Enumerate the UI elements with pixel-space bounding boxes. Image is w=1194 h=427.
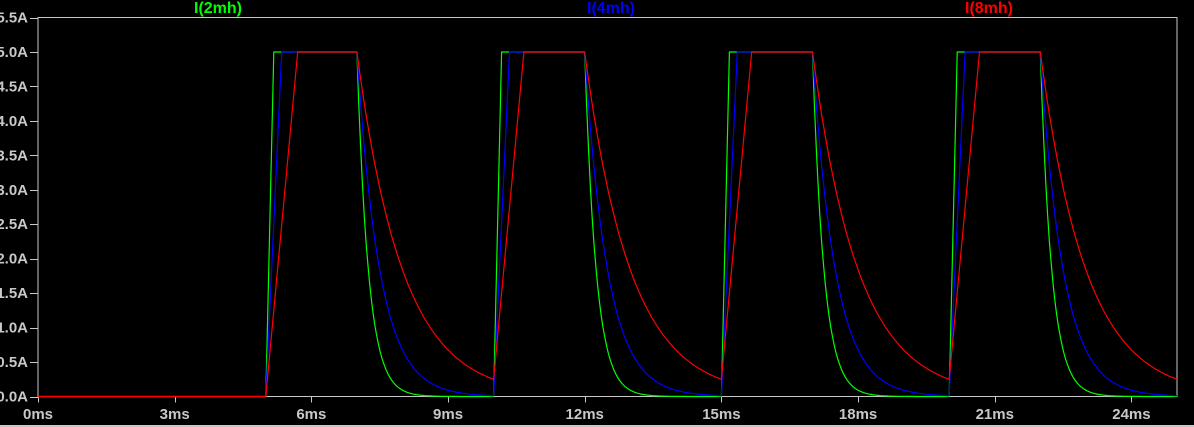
x-tick-label: 21ms [976, 406, 1014, 423]
y-tick-label: 1.5A [0, 285, 28, 302]
y-tick-label: 5.5A [0, 10, 28, 27]
x-tick-label: 6ms [296, 406, 326, 423]
y-tick-label: 5.0A [0, 44, 28, 61]
y-tick-label: 0.5A [0, 354, 28, 371]
legend-label-i-8mh[interactable]: I(8mh) [965, 0, 1013, 17]
x-tick-label: 9ms [433, 406, 463, 423]
x-tick-label: 0ms [23, 406, 53, 423]
x-tick-label: 18ms [839, 406, 877, 423]
trace-i-2mh-[interactable] [38, 51, 1177, 398]
x-tick-label: 3ms [160, 406, 190, 423]
y-tick-label: 3.5A [0, 147, 28, 164]
y-tick-label: 3.0A [0, 182, 28, 199]
x-tick-label: 15ms [702, 406, 740, 423]
trace-i-8mh-[interactable] [38, 51, 1178, 398]
window-bottom-edge [0, 425, 1194, 427]
y-tick-label: 1.0A [0, 320, 28, 337]
y-tick-label: 0.0A [0, 389, 28, 406]
trace-i-4mh-[interactable] [38, 51, 1177, 398]
x-tick-label: 12ms [566, 406, 604, 423]
y-tick-label: 4.0A [0, 113, 28, 130]
y-tick-label: 4.5A [0, 78, 28, 95]
y-tick-label: 2.5A [0, 216, 28, 233]
y-tick-label: 2.0A [0, 251, 28, 268]
plot-border [37, 17, 1178, 397]
x-tick-label: 24ms [1112, 406, 1150, 423]
legend-label-i-2mh[interactable]: I(2mh) [194, 0, 242, 17]
legend-label-i-4mh[interactable]: I(4mh) [587, 0, 635, 17]
